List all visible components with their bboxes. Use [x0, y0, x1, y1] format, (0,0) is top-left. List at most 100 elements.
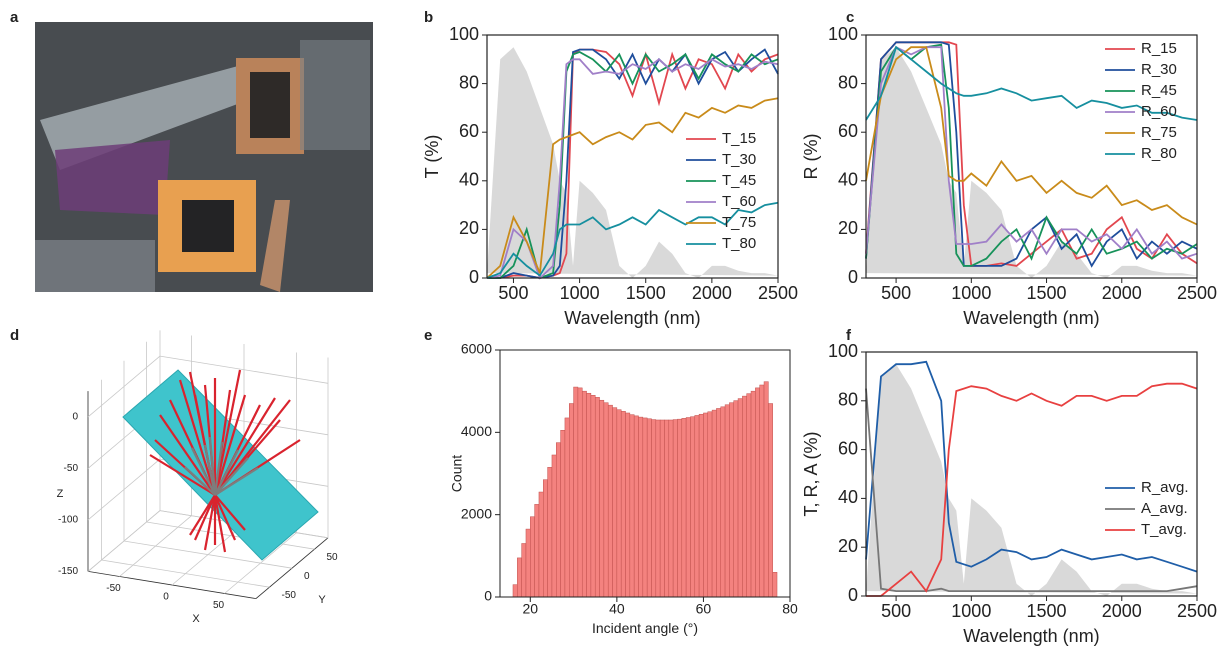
panel-label: a	[10, 9, 19, 26]
histogram-bar	[642, 417, 648, 598]
x-tick-label: 50	[213, 600, 225, 611]
legend-label: R_45	[1141, 82, 1177, 99]
y-tick-label: 60	[838, 121, 858, 141]
histogram-bar	[659, 419, 665, 598]
legend-label: A_avg.	[1141, 500, 1188, 517]
histogram-bar	[746, 393, 752, 598]
legend-label: T_avg.	[1141, 521, 1187, 538]
histogram-bar	[586, 392, 592, 598]
x-axis-label: Incident angle (°)	[592, 620, 698, 636]
histogram-bar	[742, 395, 747, 598]
x-tick-label: 1000	[951, 601, 991, 621]
x-tick-label: 0	[163, 592, 169, 603]
photo	[35, 22, 373, 292]
x-tick-label: 2500	[1177, 283, 1217, 303]
y-tick-label: 80	[838, 390, 858, 410]
histogram-bar	[547, 467, 553, 598]
z-tick-label: 0	[72, 412, 78, 423]
y-tick-label: 50	[327, 552, 339, 563]
histogram-bar	[724, 404, 730, 598]
histogram-bar	[729, 402, 734, 598]
x-tick-label: 1000	[951, 283, 991, 303]
y-tick-label: 100	[828, 24, 858, 44]
z-axis-label: Z	[57, 488, 64, 500]
x-tick-label: 1500	[626, 283, 666, 303]
z-tick-label: -100	[58, 515, 78, 526]
line	[486, 201, 779, 279]
y-tick-label: 100	[449, 24, 479, 44]
y-tick-label: 60	[838, 438, 858, 458]
grid-line	[101, 559, 270, 588]
legend-label: T_80	[722, 235, 756, 252]
legend-label: T_15	[722, 130, 756, 147]
histogram-bar	[573, 386, 579, 598]
y-tick-label: 20	[838, 218, 858, 238]
histogram-bar	[698, 413, 704, 598]
x-tick-label: 500	[881, 601, 911, 621]
histogram-bar	[638, 416, 644, 598]
histogram-bar	[733, 400, 739, 598]
histogram-bar	[646, 418, 652, 598]
grid-line	[123, 540, 293, 569]
histogram-bar	[703, 412, 709, 598]
z-tick-label: -150	[58, 566, 78, 577]
histogram-bar	[616, 409, 622, 598]
histogram-bar	[530, 516, 535, 598]
histogram-bar	[556, 442, 561, 598]
y-tick-label: 6000	[461, 341, 492, 357]
plot-frame	[499, 349, 791, 598]
histogram-bar	[685, 417, 691, 598]
x-tick-label: 2000	[1102, 283, 1142, 303]
y-tick-label: 0	[848, 585, 858, 605]
y-axis-label: R (%)	[801, 134, 821, 180]
legend-label: T_75	[722, 214, 756, 231]
legend-label: R_60	[1141, 103, 1177, 120]
grid-line	[146, 521, 315, 550]
y-tick-label: 20	[838, 536, 858, 556]
x-tick-label: 1000	[560, 283, 600, 303]
plot-frame	[486, 34, 779, 279]
histogram-bar	[681, 418, 687, 598]
line	[486, 97, 779, 279]
histogram-bar	[534, 504, 540, 598]
plane-and-rays	[122, 369, 319, 561]
histogram-bar	[581, 390, 587, 598]
background-area	[866, 47, 1197, 279]
line	[865, 41, 1198, 268]
histogram-bar	[629, 414, 635, 598]
x-tick-label: 40	[609, 600, 625, 616]
histogram-bar	[538, 491, 544, 598]
histogram-bar	[694, 415, 700, 598]
y-tick-label: 4000	[461, 423, 492, 439]
histogram-bar	[607, 404, 613, 598]
x-tick-label: 1500	[1027, 601, 1067, 621]
histogram-bar	[759, 384, 765, 598]
histogram-bar	[560, 430, 566, 598]
y-tick-label: 40	[838, 170, 858, 190]
y-axis-label: T, R, A (%)	[801, 431, 821, 516]
histogram-bar	[599, 399, 605, 598]
y-tick-label: 80	[459, 72, 479, 92]
histogram-bar	[750, 390, 756, 598]
histogram-bar	[677, 418, 683, 598]
x-tick-label: 80	[782, 600, 798, 616]
legend-label: R_avg.	[1141, 479, 1189, 496]
histogram-bar	[569, 403, 574, 598]
histogram-bar	[655, 419, 661, 598]
line	[866, 382, 1198, 597]
x-tick-label: 2500	[758, 283, 798, 303]
histogram-bar	[737, 398, 743, 598]
histogram-bar	[772, 572, 778, 598]
histogram-bar	[590, 395, 596, 598]
panel-label: d	[10, 327, 19, 344]
line	[865, 45, 1198, 121]
legend-label: R_30	[1141, 61, 1177, 78]
histogram-bar	[672, 419, 678, 598]
x-tick-label: 2000	[692, 283, 732, 303]
histogram-bar	[690, 416, 696, 598]
y-tick-label: 100	[828, 341, 858, 361]
y-tick-label: 40	[838, 487, 858, 507]
histogram-bar	[512, 584, 518, 598]
y-axis-label: Count	[449, 455, 465, 492]
